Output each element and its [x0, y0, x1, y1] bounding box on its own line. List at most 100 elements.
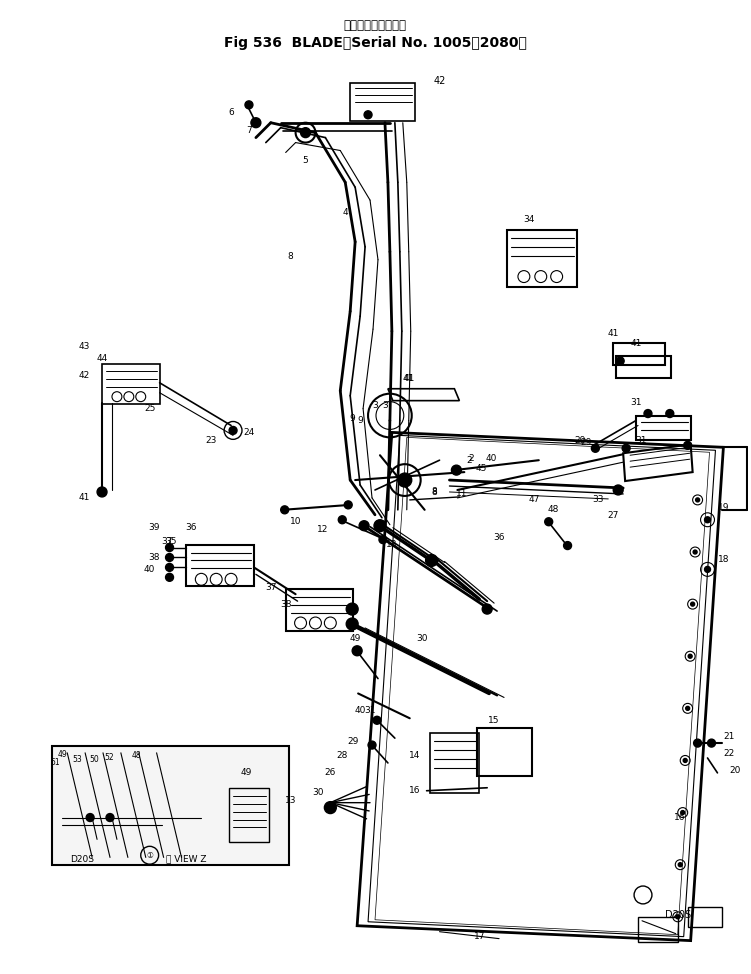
Circle shape: [691, 602, 695, 606]
Circle shape: [678, 863, 682, 867]
Text: 14: 14: [409, 752, 421, 761]
Text: 22: 22: [724, 748, 735, 758]
Bar: [186, 544, 254, 586]
Text: D20S: D20S: [70, 855, 94, 864]
Bar: [229, 788, 269, 843]
Bar: [477, 729, 532, 776]
Text: 51: 51: [50, 759, 60, 768]
Circle shape: [704, 517, 710, 523]
Text: 41: 41: [608, 328, 619, 338]
Circle shape: [544, 518, 553, 526]
Circle shape: [707, 739, 716, 747]
Text: 5: 5: [303, 156, 309, 165]
Bar: [285, 589, 353, 631]
Text: 11: 11: [456, 490, 467, 499]
Circle shape: [704, 567, 710, 573]
Circle shape: [165, 563, 173, 572]
Text: 37: 37: [161, 537, 172, 546]
Text: 2: 2: [469, 454, 474, 463]
Text: D20S: D20S: [665, 910, 691, 919]
Circle shape: [644, 410, 652, 418]
Circle shape: [344, 501, 352, 508]
Circle shape: [300, 128, 310, 137]
Text: 53: 53: [72, 756, 82, 765]
Text: 33: 33: [593, 496, 604, 505]
Text: ブレード（適用号機: ブレード（適用号機: [343, 19, 406, 32]
Bar: [614, 343, 665, 365]
Circle shape: [622, 444, 630, 452]
Circle shape: [426, 554, 438, 567]
Text: 26: 26: [324, 768, 336, 777]
Bar: [102, 364, 160, 403]
Circle shape: [451, 466, 461, 475]
Text: 41: 41: [630, 339, 642, 348]
Bar: [507, 230, 577, 287]
Text: 39: 39: [148, 523, 159, 532]
Text: 42: 42: [79, 371, 90, 380]
Circle shape: [338, 516, 346, 524]
Bar: [617, 356, 671, 378]
Text: 13: 13: [285, 796, 297, 805]
Text: 8: 8: [288, 252, 294, 261]
Text: 31: 31: [635, 435, 647, 445]
Bar: [636, 416, 691, 440]
Circle shape: [688, 655, 692, 658]
Bar: [350, 83, 415, 121]
Circle shape: [359, 521, 369, 531]
Circle shape: [165, 574, 173, 581]
Circle shape: [695, 498, 700, 502]
Text: 16: 16: [674, 813, 686, 822]
Circle shape: [346, 618, 358, 630]
Circle shape: [614, 485, 623, 495]
Text: 31: 31: [364, 706, 376, 715]
Circle shape: [680, 810, 685, 814]
Circle shape: [346, 603, 358, 615]
Text: 2: 2: [466, 456, 472, 465]
Circle shape: [229, 427, 237, 434]
Text: 4: 4: [342, 207, 348, 216]
Text: 8: 8: [432, 488, 437, 498]
Text: 29: 29: [348, 736, 359, 746]
Circle shape: [686, 706, 689, 710]
Circle shape: [694, 739, 701, 747]
Text: 49: 49: [58, 750, 67, 759]
Text: 12: 12: [317, 525, 328, 534]
Circle shape: [693, 550, 697, 554]
Text: 44: 44: [96, 355, 107, 363]
Text: 6: 6: [228, 108, 234, 117]
Circle shape: [86, 813, 94, 821]
Text: 17: 17: [473, 932, 485, 941]
Text: 41: 41: [404, 374, 415, 384]
Text: 38: 38: [148, 553, 159, 562]
Circle shape: [666, 410, 674, 418]
Circle shape: [563, 542, 572, 549]
Text: 20: 20: [730, 767, 741, 775]
Text: 3: 3: [372, 401, 378, 410]
Text: 27: 27: [608, 511, 619, 520]
Circle shape: [165, 543, 173, 551]
Text: 41: 41: [402, 374, 414, 384]
Text: 9: 9: [357, 416, 363, 425]
Circle shape: [368, 741, 376, 749]
Text: 42: 42: [433, 76, 445, 86]
Text: 45: 45: [475, 464, 487, 472]
Circle shape: [165, 553, 173, 561]
Circle shape: [379, 536, 387, 543]
Text: 49: 49: [349, 634, 360, 644]
Circle shape: [482, 604, 492, 614]
Text: 3: 3: [382, 401, 388, 410]
Text: 21: 21: [724, 731, 735, 740]
Text: 48: 48: [548, 506, 559, 514]
Circle shape: [324, 802, 336, 813]
Circle shape: [352, 646, 362, 656]
Circle shape: [398, 473, 412, 487]
Circle shape: [591, 444, 599, 452]
Text: 47: 47: [528, 496, 539, 505]
Text: 31: 31: [630, 398, 642, 407]
Text: 15: 15: [488, 716, 500, 725]
Text: 13: 13: [386, 540, 397, 549]
Text: 矢 VIEW Z: 矢 VIEW Z: [166, 855, 207, 864]
Text: 18: 18: [718, 555, 729, 564]
Text: 28: 28: [336, 752, 348, 761]
Text: ①: ①: [146, 850, 153, 860]
